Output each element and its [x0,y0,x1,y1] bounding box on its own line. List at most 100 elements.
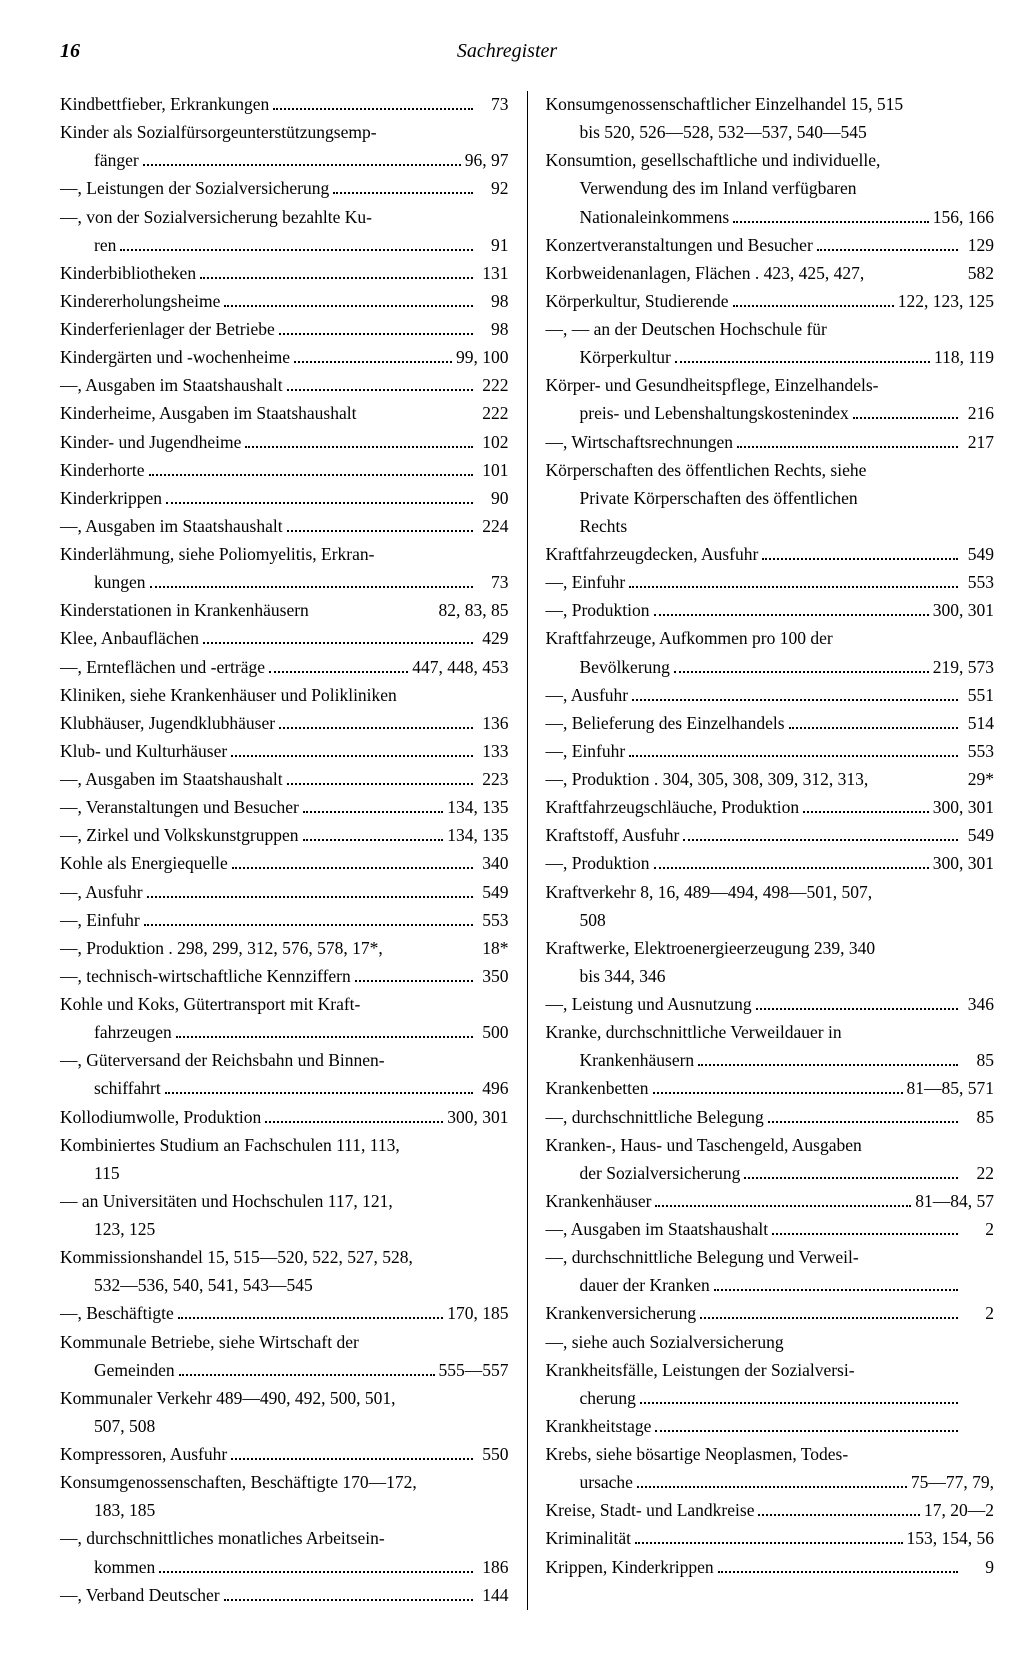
index-entry: Kliniken, siehe Krankenhäuser und Polikl… [60,682,509,709]
entry-text: —, Wirtschaftsrechnungen [546,429,734,456]
entry-pages: 133 [477,738,509,765]
index-entry: Gemeinden555—557 [60,1357,509,1384]
leader-dots [733,205,929,223]
entry-text: —, durchschnittliches monatliches Arbeit… [60,1528,385,1548]
entry-pages: 90 [477,485,509,512]
leader-dots [313,601,435,617]
entry-pages: 73 [477,569,509,596]
index-entry: Krankheitsfälle, Leistungen der Sozialve… [546,1357,995,1384]
entry-pages: 2 [962,1300,994,1327]
index-entry: —, Ausgaben im Staatshaushalt2 [546,1216,995,1243]
entry-text: Konzertveranstaltungen und Besucher [546,232,813,259]
index-entry: Kraftfahrzeuge, Aufkommen pro 100 der [546,625,995,652]
index-entry: Körperkultur118, 119 [546,344,995,371]
entry-pages: 217 [962,429,994,456]
entry-pages: 219, 573 [933,654,994,681]
index-entry: Kinderstationen in Krankenhäusern82, 83,… [60,597,509,624]
entry-text: preis- und Lebenshaltungskostenindex [546,400,849,427]
entry-text: —, Produktion [546,850,650,877]
leader-dots [287,514,473,532]
entry-pages: 550 [477,1441,509,1468]
index-entry: —, — an der Deutschen Hochschule für [546,316,995,343]
page-header: 16 Sachregister [60,40,994,63]
leader-dots [718,1555,958,1573]
entry-text: —, Zirkel und Volkskunstgruppen [60,822,299,849]
entry-text: kommen [60,1554,155,1581]
index-entry: —, Ausgaben im Staatshaushalt222 [60,372,509,399]
leader-dots [698,1049,958,1067]
entry-pages: 429 [477,625,509,652]
entry-text: 508 [546,910,606,930]
index-entry: Kraftwerke, Elektroenergieerzeugung 239,… [546,935,995,962]
entry-text: Körperkultur [546,344,671,371]
index-entry: Kindbettfieber, Erkrankungen73 [60,91,509,118]
index-entry: Kinder- und Jugendheime102 [60,429,509,456]
leader-dots [269,655,408,673]
entry-text: 532—536, 540, 541, 543—545 [60,1275,313,1295]
entry-text: —, Leistung und Ausnutzung [546,991,752,1018]
leader-dots [872,769,958,785]
index-entry: Kohle als Energiequelle340 [60,850,509,877]
entry-pages: 346 [962,991,994,1018]
entry-text: —, Produktion . 304, 305, 308, 309, 312,… [546,766,869,793]
leader-dots [355,964,473,982]
entry-pages: 22 [962,1160,994,1187]
entry-text: Kranke, durchschnittliche Verweildauer i… [546,1022,842,1042]
leader-dots [294,345,452,363]
index-entry: —, Produktion . 298, 299, 312, 576, 578,… [60,935,509,962]
entry-text: ren [60,232,116,259]
entry-text: Kohle als Energiequelle [60,850,228,877]
entry-text: 183, 185 [60,1500,155,1520]
entry-text: der Sozialversicherung [546,1160,741,1187]
index-entry: —, Ausfuhr551 [546,682,995,709]
entry-text: Kommunale Betriebe, siehe Wirtschaft der [60,1332,359,1352]
index-entry: Kreise, Stadt- und Landkreise17, 20—2 [546,1497,995,1524]
right-column: Konsumgenossenschaftlicher Einzelhandel … [528,91,995,1610]
index-entry: —, Produktion300, 301 [546,597,995,624]
index-entry: —, durchschnittliche Belegung85 [546,1104,995,1131]
entry-pages: 300, 301 [933,850,994,877]
index-entry: cherung [546,1385,995,1412]
index-entry: Körperkultur, Studierende122, 123, 125 [546,288,995,315]
leader-dots [632,683,958,701]
index-entry: Kraftfahrzeugschläuche, Produktion300, 3… [546,794,995,821]
leader-dots [333,177,472,195]
entry-pages: 555—557 [439,1357,509,1384]
entry-text: —, Veranstaltungen und Besucher [60,794,299,821]
index-entry: Kollodiumwolle, Produktion300, 301 [60,1104,509,1131]
leader-dots [232,852,473,870]
index-entry: bis 520, 526—528, 532—537, 540—545 [546,119,995,146]
entry-pages: 17, 20—2 [924,1497,994,1524]
leader-dots [279,711,472,729]
index-entry: Krippen, Kinderkrippen9 [546,1554,995,1581]
index-entry: —, Verband Deutscher144 [60,1582,509,1609]
index-entry: fänger96, 97 [60,147,509,174]
index-entry: —, Ausgaben im Staatshaushalt223 [60,766,509,793]
entry-pages: 91 [477,232,509,259]
index-entry: —, Produktion 300, 301 [546,850,995,877]
index-entry: 508 [546,907,995,934]
leader-dots [868,263,958,279]
entry-pages: 102 [477,429,509,456]
entry-text: —, Einfuhr [546,569,626,596]
entry-text: Kohle und Koks, Gütertransport mit Kraft… [60,994,360,1014]
entry-text: Kraftfahrzeugschläuche, Produktion [546,794,800,821]
index-entry: —, Ernteflächen und -erträge447, 448, 45… [60,654,509,681]
index-entry: Krebs, siehe bösartige Neoplasmen, Todes… [546,1441,995,1468]
entry-text: Kraftverkehr 8, 16, 489—494, 498—501, 50… [546,882,873,902]
entry-pages: 2 [962,1216,994,1243]
index-entry: Klubhäuser, Jugendklubhäuser136 [60,710,509,737]
entry-text: —, technisch-wirtschaftliche Kennziffern [60,963,351,990]
entry-pages: 496 [477,1075,509,1102]
index-entry: kungen73 [60,569,509,596]
entry-pages: 514 [962,710,994,737]
entry-pages: 549 [962,822,994,849]
index-entry: Korbweidenanlagen, Flächen . 423, 425, 4… [546,260,995,287]
entry-pages: 81—85, 571 [907,1075,995,1102]
leader-dots [287,374,473,392]
entry-text: Bevölkerung [546,654,670,681]
leader-dots [762,542,958,560]
entry-pages: 222 [477,372,509,399]
index-entry: Kommunale Betriebe, siehe Wirtschaft der [60,1329,509,1356]
index-entry: —, Ausgaben im Staatshaushalt224 [60,513,509,540]
